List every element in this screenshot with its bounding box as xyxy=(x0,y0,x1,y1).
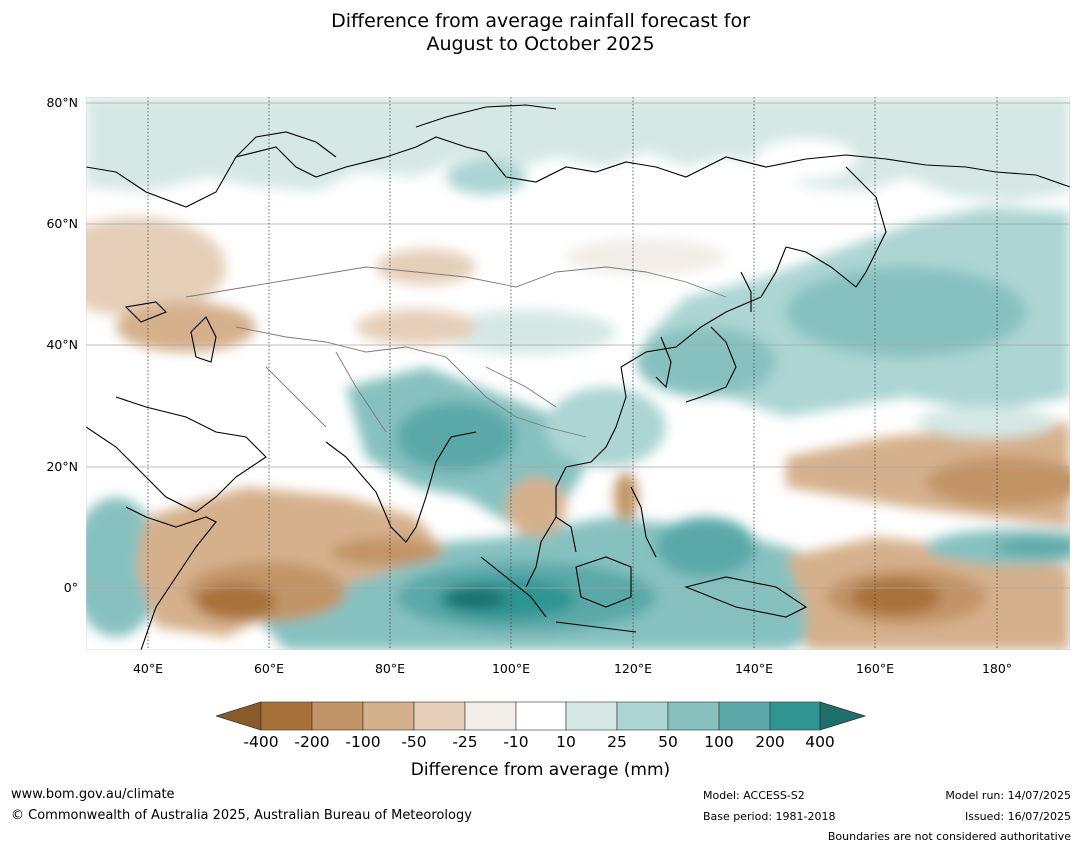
footer-copyright: © Commonwealth of Australia 2025, Austra… xyxy=(11,808,472,823)
colorbar-swatch xyxy=(413,701,466,731)
colorbar-swatch xyxy=(515,701,567,731)
colorbar-swatch xyxy=(667,701,720,731)
colorbar-tick: 200 xyxy=(755,733,785,751)
legend-colorbar xyxy=(216,701,866,731)
colorbar-tick: -400 xyxy=(243,733,279,751)
anomaly-shading xyxy=(86,97,1070,650)
title-line-1: Difference from average rainfall forecas… xyxy=(331,10,750,32)
colorbar-tick: -10 xyxy=(503,733,529,751)
footer-url[interactable]: www.bom.gov.au/climate xyxy=(11,787,175,802)
colorbar-swatch xyxy=(718,701,771,731)
colorbar-tick: 100 xyxy=(704,733,734,751)
colorbar-swatch xyxy=(565,701,618,731)
lon-label-120e: 120°E xyxy=(613,661,652,676)
colorbar-swatch xyxy=(311,701,364,731)
colorbar-swatch xyxy=(260,701,313,731)
lon-label-100e: 100°E xyxy=(491,661,530,676)
country-boundaries xyxy=(185,266,727,438)
colorbar-label: Difference from average (mm) xyxy=(410,760,671,780)
colorbar-extend-high xyxy=(819,701,866,731)
lon-label-160e: 160°E xyxy=(855,661,894,676)
graticule xyxy=(86,102,1070,589)
lat-label-equator: 0° xyxy=(63,580,78,595)
colorbar-swatch xyxy=(769,701,821,731)
coastlines xyxy=(86,104,1070,650)
lat-label-40n: 40°N xyxy=(46,337,78,352)
lat-label-20n: 20°N xyxy=(46,459,78,474)
footer-model: Model: ACCESS-S2 xyxy=(703,789,805,802)
meridians xyxy=(147,97,998,650)
colorbar-tick: -200 xyxy=(294,733,330,751)
colorbar-tick: -100 xyxy=(345,733,381,751)
title-line-2: August to October 2025 xyxy=(426,33,655,55)
lon-label-140e: 140°E xyxy=(734,661,773,676)
lon-label-80e: 80°E xyxy=(374,661,406,676)
footer-disclaimer: Boundaries are not considered authoritat… xyxy=(827,830,1071,843)
colorbar-tick: 400 xyxy=(805,733,835,751)
colorbar-swatch xyxy=(464,701,517,731)
colorbar-extend-low xyxy=(216,701,262,731)
colorbar-tick: -50 xyxy=(401,733,427,751)
footer-issued: Issued: 16/07/2025 xyxy=(964,810,1071,823)
colorbar-tick: 50 xyxy=(658,733,678,751)
rainfall-map xyxy=(85,96,1071,651)
colorbar-swatch xyxy=(362,701,415,731)
lat-label-60n: 60°N xyxy=(46,216,78,231)
colorbar-tick: -25 xyxy=(452,733,478,751)
colorbar-swatch xyxy=(616,701,669,731)
colorbar-tick: 25 xyxy=(607,733,627,751)
lon-label-60e: 60°E xyxy=(253,661,285,676)
map-title: Difference from average rainfall forecas… xyxy=(0,10,1081,56)
footer-base-period: Base period: 1981-2018 xyxy=(703,810,836,823)
footer-model-run: Model run: 14/07/2025 xyxy=(945,789,1071,802)
lat-label-80n: 80°N xyxy=(46,95,78,110)
colorbar-tick: 10 xyxy=(556,733,576,751)
lon-label-180: 180° xyxy=(981,661,1013,676)
lon-label-40e: 40°E xyxy=(132,661,164,676)
map-canvas xyxy=(85,96,1071,651)
